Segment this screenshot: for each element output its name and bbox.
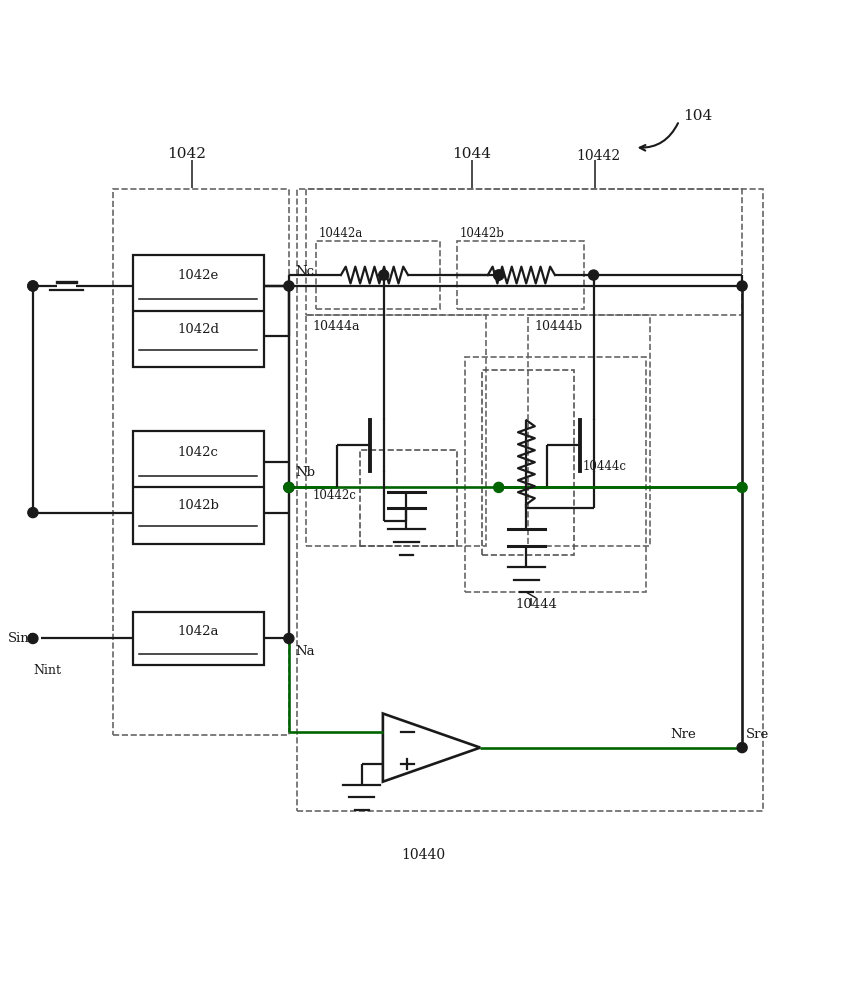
Bar bbox=[132, 431, 264, 544]
Text: Sint: Sint bbox=[8, 632, 34, 645]
Circle shape bbox=[283, 482, 293, 492]
Bar bbox=[297, 189, 763, 811]
Bar bbox=[305, 315, 485, 546]
Text: 10444b: 10444b bbox=[534, 320, 583, 333]
Circle shape bbox=[28, 281, 38, 291]
Circle shape bbox=[28, 281, 38, 291]
Text: 1044: 1044 bbox=[452, 147, 491, 161]
Circle shape bbox=[283, 633, 293, 644]
Text: 10442c: 10442c bbox=[312, 489, 356, 502]
Text: Nint: Nint bbox=[33, 664, 61, 677]
Text: 1042: 1042 bbox=[167, 147, 206, 161]
Circle shape bbox=[736, 743, 746, 753]
Bar bbox=[305, 189, 741, 315]
Circle shape bbox=[283, 482, 293, 492]
Bar bbox=[113, 189, 288, 735]
Text: Na: Na bbox=[295, 645, 315, 658]
Bar bbox=[132, 612, 264, 665]
Circle shape bbox=[493, 482, 503, 492]
Text: 1042a: 1042a bbox=[177, 625, 218, 638]
Text: Nre: Nre bbox=[670, 728, 695, 741]
Bar bbox=[465, 357, 645, 592]
Text: 10444: 10444 bbox=[515, 598, 557, 611]
Bar bbox=[527, 315, 649, 546]
Text: 104: 104 bbox=[682, 109, 711, 123]
Circle shape bbox=[736, 281, 746, 291]
Text: 1042e: 1042e bbox=[177, 269, 218, 282]
Text: 1042b: 1042b bbox=[177, 499, 219, 512]
Circle shape bbox=[283, 281, 293, 291]
Circle shape bbox=[588, 270, 598, 280]
Text: 10444a: 10444a bbox=[312, 320, 359, 333]
Text: Sre: Sre bbox=[746, 728, 769, 741]
Bar bbox=[481, 370, 573, 555]
Circle shape bbox=[736, 482, 746, 492]
Bar bbox=[456, 241, 583, 309]
Text: 10444c: 10444c bbox=[582, 460, 626, 473]
Text: 10442a: 10442a bbox=[319, 227, 363, 240]
Circle shape bbox=[378, 270, 388, 280]
Text: Nb: Nb bbox=[295, 466, 316, 479]
Text: Nc: Nc bbox=[295, 265, 314, 278]
Text: 1042d: 1042d bbox=[177, 323, 219, 336]
Text: 1042c: 1042c bbox=[177, 446, 218, 459]
Circle shape bbox=[28, 633, 38, 644]
Circle shape bbox=[493, 270, 503, 280]
Text: 10440: 10440 bbox=[401, 848, 444, 862]
Circle shape bbox=[28, 508, 38, 518]
Text: 10442b: 10442b bbox=[460, 227, 504, 240]
Circle shape bbox=[493, 270, 503, 280]
Bar bbox=[316, 241, 439, 309]
Text: 10442: 10442 bbox=[575, 149, 619, 163]
Bar bbox=[360, 450, 456, 546]
Bar bbox=[132, 255, 264, 367]
